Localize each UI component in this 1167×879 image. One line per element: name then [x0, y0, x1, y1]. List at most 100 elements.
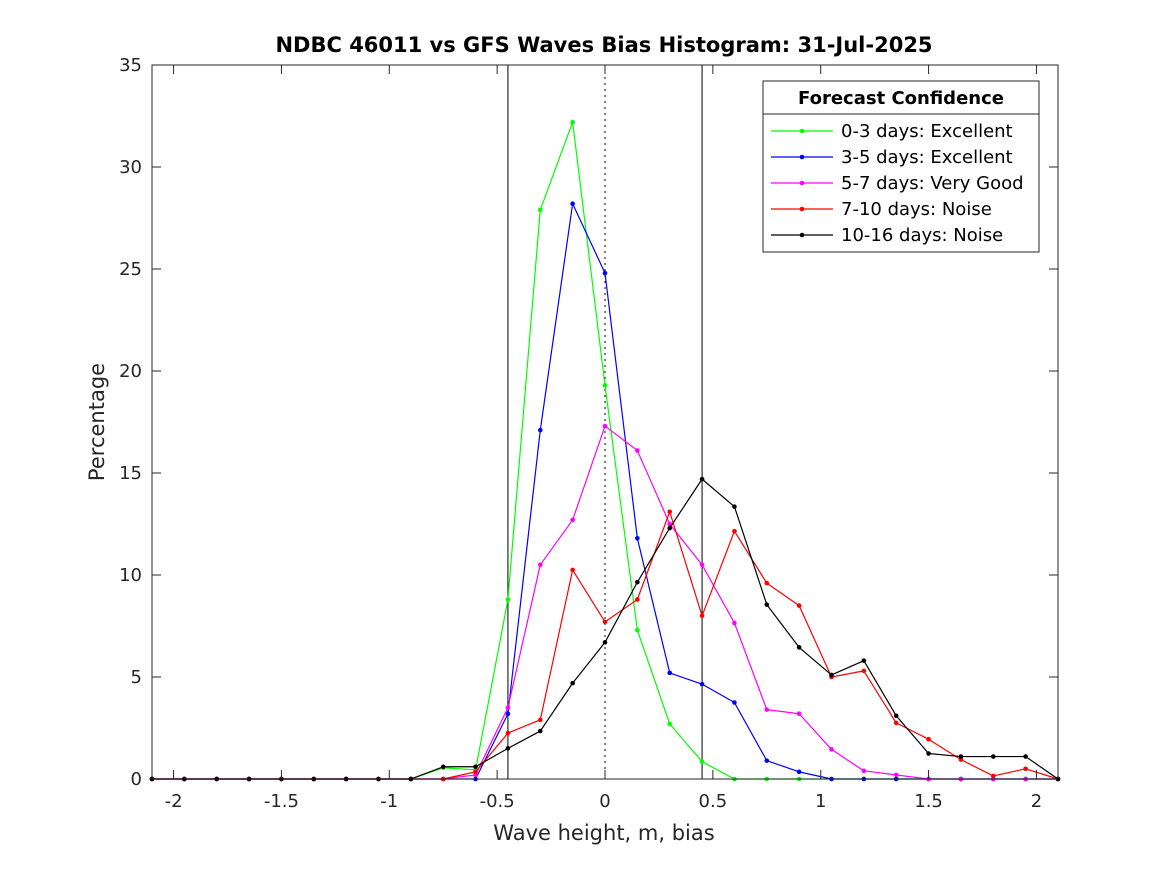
data-point: [635, 579, 640, 585]
legend-item: 0-3 days: Excellent: [771, 121, 1013, 142]
x-tick-label: -0.5: [480, 791, 515, 812]
data-point: [861, 668, 867, 674]
data-point: [829, 672, 834, 678]
data-point: [537, 728, 543, 734]
data-point: [732, 700, 737, 705]
data-point: [1023, 754, 1028, 759]
data-point: [699, 562, 705, 568]
legend-label: 0-3 days: Excellent: [841, 121, 1013, 142]
data-point: [602, 619, 608, 625]
data-point: [537, 427, 543, 433]
x-tick-label: 0.5: [699, 791, 728, 812]
x-tick-label: -2: [165, 791, 183, 812]
data-point: [602, 382, 608, 388]
legend-title: Forecast Confidence: [798, 88, 1004, 109]
data-point: [570, 201, 575, 207]
legend-label: 5-7 days: Very Good: [841, 173, 1024, 194]
y-tick-label: 15: [119, 463, 142, 484]
data-point: [473, 769, 478, 775]
data-point: [602, 270, 608, 276]
data-point: [602, 640, 608, 645]
data-point: [796, 645, 802, 650]
data-point: [667, 521, 673, 527]
x-axis: -2 -1.5 -1 -0.5 0 0.5 1 1.5 2: [165, 65, 1042, 812]
data-point: [505, 746, 511, 751]
legend-label: 3-5 days: Excellent: [841, 147, 1013, 168]
x-tick-label: 2: [1031, 791, 1042, 812]
data-point: [635, 597, 640, 602]
data-point: [764, 580, 770, 586]
data-point: [990, 754, 996, 759]
data-point: [926, 736, 931, 742]
data-point: [537, 207, 543, 213]
reference-lines: [507, 65, 703, 779]
y-axis-label: Percentage: [85, 363, 109, 481]
data-point: [1023, 766, 1028, 772]
data-point: [764, 602, 770, 607]
data-point: [570, 680, 575, 686]
y-axis: 0 5 10 15 20 25 30 35: [119, 55, 1058, 790]
data-point: [667, 670, 673, 676]
y-tick-label: 30: [119, 157, 142, 178]
y-tick-label: 10: [119, 565, 142, 586]
data-point: [505, 597, 511, 602]
data-point: [861, 658, 867, 663]
data-point: [893, 720, 899, 726]
data-point: [796, 769, 802, 775]
legend-item: 7-10 days: Noise: [771, 199, 992, 220]
x-tick-label: -1.5: [264, 791, 299, 812]
data-point: [635, 535, 640, 541]
data-point: [893, 713, 899, 719]
data-point: [537, 562, 543, 568]
data-point: [602, 423, 608, 429]
data-point: [505, 711, 511, 717]
data-point: [667, 509, 673, 515]
data-point: [764, 707, 770, 712]
x-tick-label: -1: [380, 791, 398, 812]
legend-items: 0-3 days: Excellent 3-5 days: Excellent 5-…: [771, 121, 1024, 246]
data-point: [440, 764, 446, 770]
data-point: [732, 504, 737, 509]
y-tick-label: 25: [119, 259, 142, 280]
data-point: [570, 567, 575, 573]
data-point: [473, 764, 478, 770]
legend-item: 5-7 days: Very Good: [771, 173, 1024, 194]
data-point: [926, 751, 931, 756]
data-point: [635, 448, 640, 453]
legend-swatch-marker: [799, 232, 805, 238]
data-point: [699, 681, 705, 687]
data-point: [893, 772, 899, 778]
legend-swatch-marker: [799, 128, 805, 134]
data-point: [990, 773, 996, 779]
legend-box: [762, 80, 1040, 253]
data-point: [570, 517, 575, 523]
y-tick-label: 20: [119, 361, 142, 382]
data-point: [796, 711, 802, 717]
data-point: [764, 758, 770, 763]
y-tick-label: 5: [131, 667, 142, 688]
data-point: [635, 627, 640, 633]
data-point: [537, 717, 543, 723]
legend: Forecast Confidence 0-3 days: Excellent 3…: [762, 80, 1040, 253]
x-axis-label: Wave height, m, bias: [493, 821, 714, 845]
legend-label: 7-10 days: Noise: [841, 199, 992, 220]
data-point: [958, 754, 964, 759]
data-point: [732, 528, 737, 534]
data-point: [570, 119, 575, 125]
data-point: [796, 603, 802, 608]
data-point: [829, 747, 834, 752]
x-tick-label: 1.5: [914, 791, 943, 812]
chart-title: NDBC 46011 vs GFS Waves Bias Histogram: …: [275, 33, 932, 57]
data-point: [861, 768, 867, 774]
x-tick-label: 1: [815, 791, 826, 812]
data-point: [699, 476, 705, 482]
data-point: [667, 525, 673, 531]
legend-swatch-marker: [799, 206, 805, 212]
legend-item: 10-16 days: Noise: [771, 225, 1003, 246]
data-point: [505, 730, 511, 736]
x-tick-label: 0: [599, 791, 610, 812]
data-point: [732, 620, 737, 626]
legend-swatch-marker: [799, 180, 805, 186]
